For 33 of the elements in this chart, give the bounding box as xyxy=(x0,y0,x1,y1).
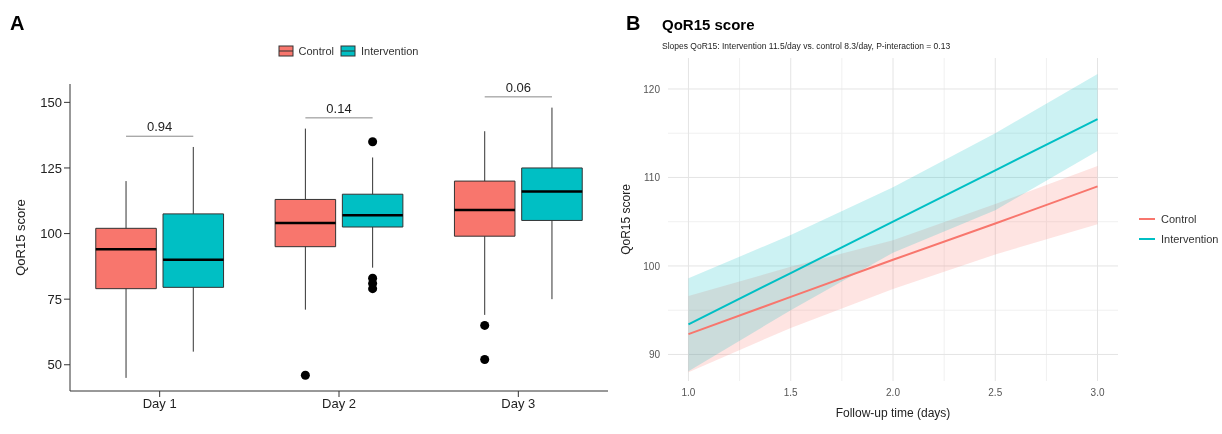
legend-label: Control xyxy=(1161,213,1197,225)
legend-label: Intervention xyxy=(360,45,419,57)
y-tick-label: 120 xyxy=(643,83,661,95)
chart-title: QoR15 score xyxy=(662,16,755,33)
y-tick-label: 90 xyxy=(648,349,661,360)
text: A xyxy=(10,12,25,35)
x-axis-title: Follow-up time (days) xyxy=(835,406,951,420)
y-tick-label: 150 xyxy=(40,94,62,110)
legend-label: Intervention xyxy=(1161,233,1219,245)
y-axis-title: QoR15 score xyxy=(619,183,634,255)
y-tick-label: 75 xyxy=(47,291,62,307)
legend-label: Control xyxy=(298,45,334,57)
y-tick-label: 100 xyxy=(643,260,661,272)
chart-subtitle: Slopes QoR15: Intervention 11.5/day vs. control 8.3/day, P-interaction = 0.13 xyxy=(662,41,951,51)
x-tick-label: 2.0 xyxy=(886,387,901,399)
x-tick-label: 2.5 xyxy=(988,387,1003,399)
y-axis-title: QoR15 score xyxy=(12,199,28,276)
x-tick-label: Day 1 xyxy=(142,396,177,412)
x-tick-label: 3.0 xyxy=(1090,387,1105,399)
annotation: 0.14 xyxy=(326,100,352,116)
y-tick-label: 100 xyxy=(40,226,62,242)
line-series xyxy=(687,185,1099,336)
x-tick-label: Day 3 xyxy=(501,396,536,412)
x-tick-label: 1.5 xyxy=(783,387,799,399)
y-tick-label: 125 xyxy=(40,160,62,176)
line-series xyxy=(687,118,1099,326)
text: B xyxy=(626,12,641,35)
annotation: 0.94 xyxy=(147,119,173,135)
x-tick-label: 1.0 xyxy=(681,387,696,399)
y-tick-label: 110 xyxy=(644,172,661,184)
y-tick-label: 50 xyxy=(47,357,62,373)
annotation: 0.06 xyxy=(505,79,531,95)
x-tick-label: Day 2 xyxy=(322,396,356,412)
